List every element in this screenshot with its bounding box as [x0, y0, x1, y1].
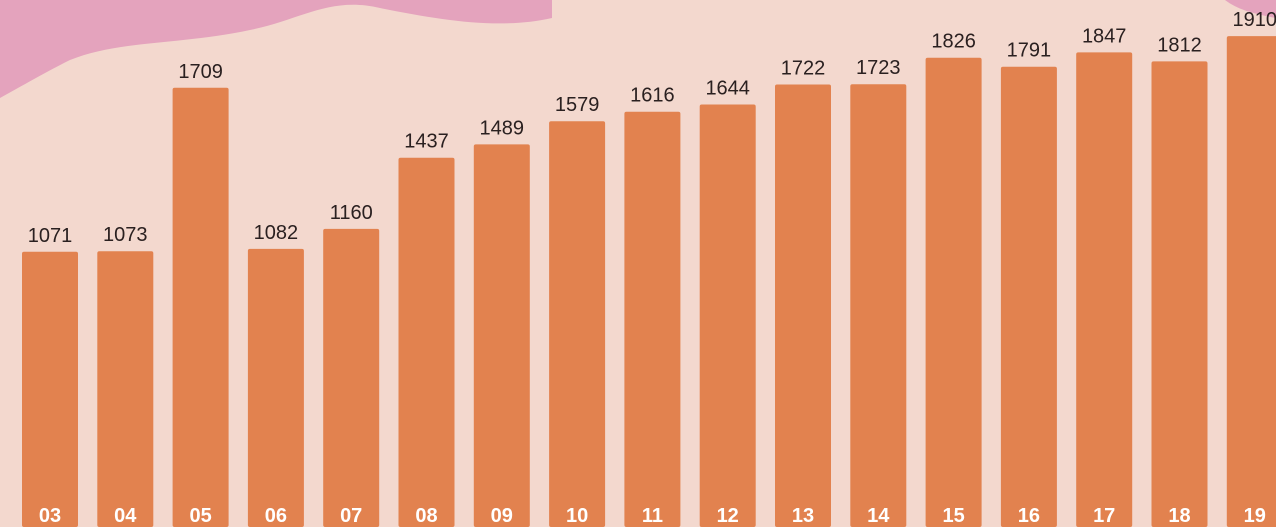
- bar: [399, 158, 455, 527]
- category-label: 16: [1018, 505, 1040, 527]
- bar: [474, 144, 530, 527]
- value-label: 1073: [103, 224, 148, 246]
- bar: [173, 88, 229, 527]
- bar: [1227, 36, 1276, 527]
- bar: [1076, 52, 1132, 527]
- category-label: 05: [189, 505, 211, 527]
- bar: [850, 84, 906, 527]
- value-label: 1489: [480, 117, 525, 139]
- value-label: 1160: [330, 202, 373, 224]
- category-label: 14: [867, 505, 890, 527]
- category-label: 19: [1244, 505, 1266, 527]
- value-label: 1722: [781, 57, 826, 79]
- category-label: 13: [792, 505, 814, 527]
- bar: [549, 121, 605, 527]
- category-label: 03: [39, 505, 61, 527]
- value-label: 1437: [404, 131, 449, 153]
- category-label: 07: [340, 505, 362, 527]
- value-label: 1812: [1157, 34, 1202, 56]
- bar: [1001, 67, 1057, 527]
- value-label: 1644: [705, 77, 750, 99]
- bar: [700, 104, 756, 527]
- chart: 1071031073041709051082061160071437081489…: [0, 0, 1276, 527]
- bar: [926, 58, 982, 527]
- category-label: 12: [717, 505, 739, 527]
- category-label: 11: [642, 505, 663, 527]
- category-label: 04: [114, 505, 137, 527]
- bar: [323, 229, 379, 527]
- bar: [248, 249, 304, 527]
- value-label: 1723: [856, 57, 901, 79]
- bar: [1152, 61, 1208, 527]
- bar: [97, 251, 153, 527]
- value-label: 1791: [1007, 40, 1052, 62]
- page: 1071031073041709051082061160071437081489…: [0, 0, 1276, 527]
- value-label: 1616: [630, 85, 675, 107]
- value-label: 1709: [178, 61, 223, 83]
- value-label: 1847: [1082, 25, 1127, 47]
- category-label: 15: [942, 505, 964, 527]
- category-label: 18: [1168, 505, 1190, 527]
- value-label: 1071: [28, 225, 73, 247]
- category-label: 09: [491, 505, 513, 527]
- category-label: 08: [415, 505, 437, 527]
- category-label: 17: [1093, 505, 1115, 527]
- category-label: 10: [566, 505, 588, 527]
- bar: [22, 252, 78, 527]
- value-label: 1826: [931, 31, 976, 53]
- value-label: 1910: [1233, 9, 1276, 31]
- bar: [624, 112, 680, 527]
- category-label: 06: [265, 505, 287, 527]
- value-label: 1579: [555, 94, 600, 116]
- value-label: 1082: [254, 222, 299, 244]
- bar: [775, 84, 831, 527]
